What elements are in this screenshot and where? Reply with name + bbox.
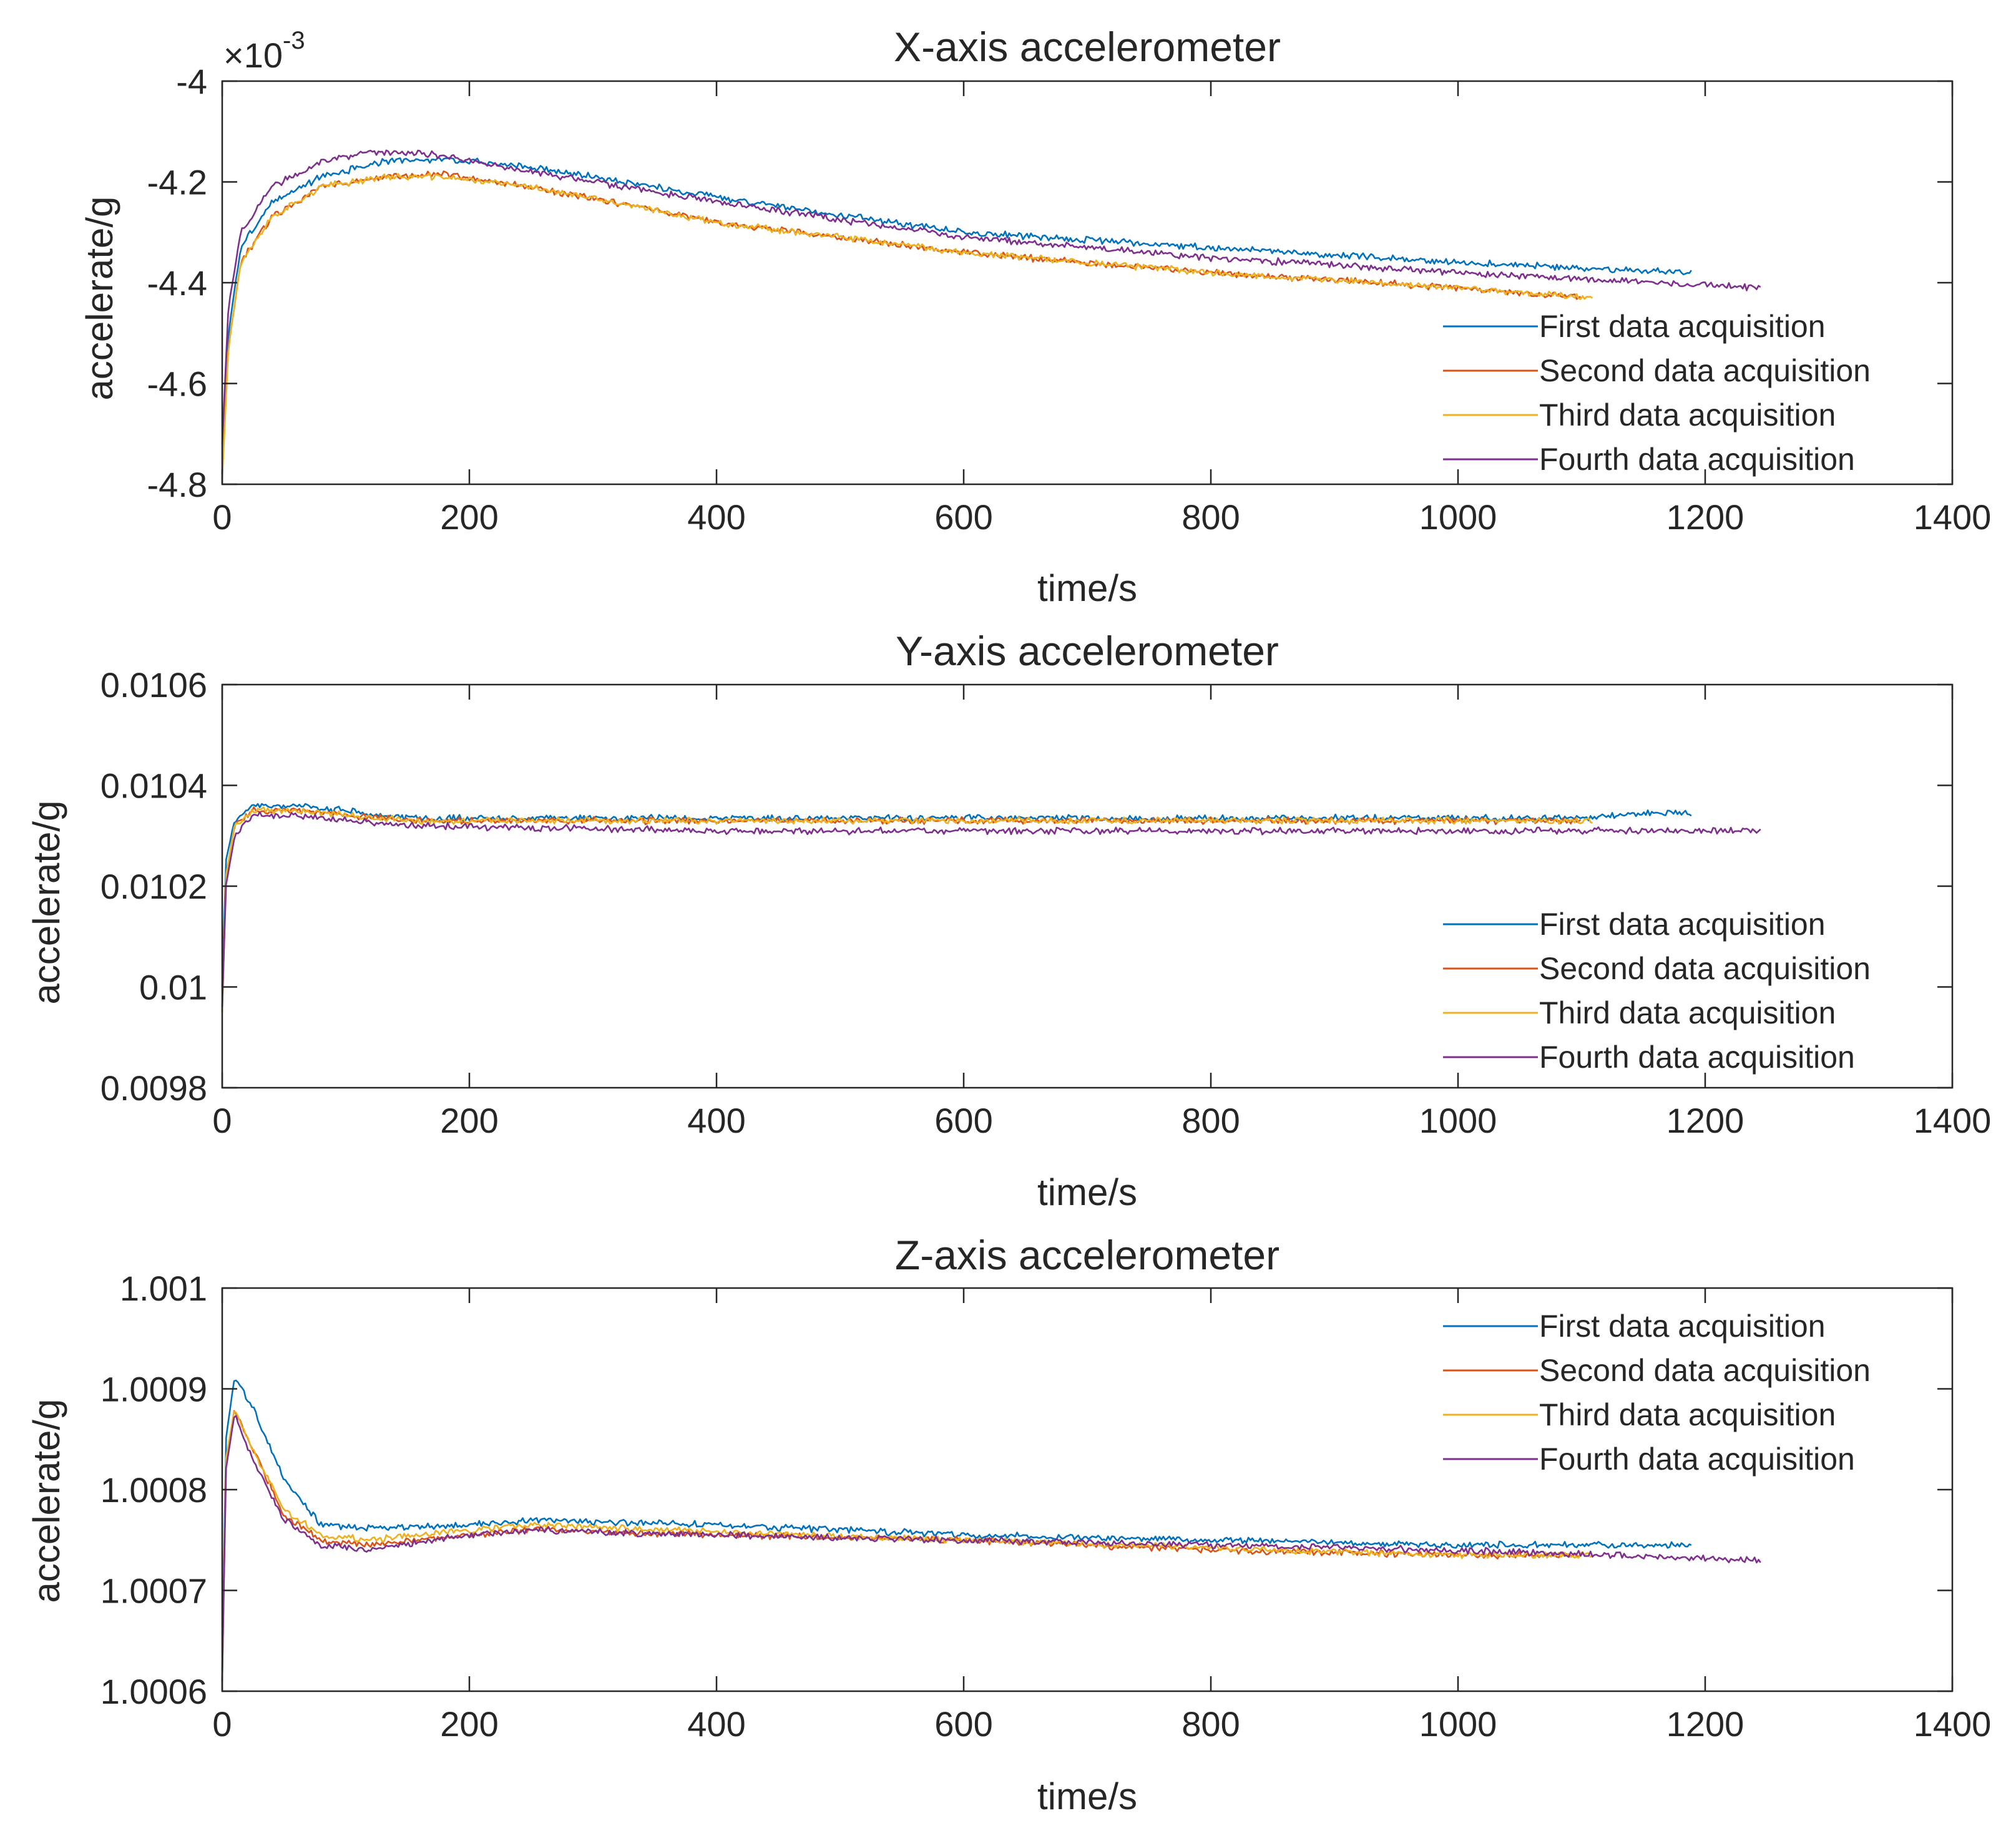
- legend-label-4: Fourth data acquisition: [1539, 1442, 1855, 1477]
- x-tick-label: 400: [687, 1101, 745, 1140]
- y-tick-label: 0.0102: [100, 867, 207, 906]
- x-tick-label: 1200: [1666, 1101, 1744, 1140]
- x-tick-label: 200: [440, 1101, 498, 1140]
- x-tick-label: 1400: [1914, 497, 1992, 537]
- x-axis-label: time/s: [1037, 1775, 1137, 1817]
- legend-label-1: First data acquisition: [1539, 907, 1826, 942]
- plot-area: [221, 1287, 1954, 1692]
- x-tick-label: 800: [1182, 1101, 1240, 1140]
- chart-title: X-axis accelerometer: [894, 24, 1281, 70]
- x-tick-label: 400: [687, 497, 745, 537]
- z-axis-accelerometer-panel: Z-axis accelerometer 0 200 400 600 800 1000 12…: [26, 1232, 1991, 1817]
- legend-label-3: Third data acquisition: [1539, 995, 1836, 1030]
- x-tick-label: 400: [687, 1704, 745, 1744]
- series-line-2: [221, 806, 1582, 1012]
- series-line-3: [221, 172, 1593, 479]
- x-tick-label: 1200: [1666, 497, 1744, 537]
- x-axis-accelerometer-panel: X-axis accelerometer ×10-3 0 200 400 600 800…: [79, 24, 1991, 609]
- x-tick-label: 1400: [1914, 1101, 1992, 1140]
- legend-label-3: Third data acquisition: [1539, 398, 1836, 432]
- chart-title: Z-axis accelerometer: [895, 1232, 1280, 1278]
- x-tick-label: 600: [934, 1101, 992, 1140]
- x-tick-label: 200: [440, 1704, 498, 1744]
- x-tick-label: 600: [934, 1704, 992, 1744]
- y-tick-label: 1.0007: [100, 1571, 207, 1611]
- legend-label-1: First data acquisition: [1539, 309, 1826, 344]
- x-tick-label: 1000: [1419, 1101, 1497, 1140]
- exponent-label: ×10-3: [223, 27, 305, 75]
- y-tick-label: 1.0008: [100, 1470, 207, 1510]
- x-tick-label: 1000: [1419, 497, 1497, 537]
- x-tick-label: 800: [1182, 1704, 1240, 1744]
- legend-label-1: First data acquisition: [1539, 1309, 1826, 1344]
- x-tick-label: 600: [934, 497, 992, 537]
- y-tick-label: 1.001: [120, 1269, 207, 1308]
- y-tick-label: -4.8: [147, 465, 208, 504]
- series-line-4: [221, 149, 1761, 444]
- y-axis-accelerometer-panel: Y-axis accelerometer 0 200 400 600 800 1000 12…: [26, 628, 1991, 1213]
- series-line-1: [221, 1379, 1692, 1671]
- x-tick-label: 1400: [1914, 1704, 1992, 1744]
- legend-label-2: Second data acquisition: [1539, 951, 1871, 986]
- y-axis-label: accelerate/g: [26, 801, 67, 1005]
- series-line-4: [221, 811, 1761, 1007]
- y-tick-label: 0.0098: [100, 1068, 207, 1108]
- y-tick-label: 0.01: [139, 968, 207, 1007]
- legend-label-2: Second data acquisition: [1539, 353, 1871, 388]
- x-tick-label: 0: [212, 1101, 232, 1140]
- x-tick-label: 0: [212, 1704, 232, 1744]
- series-line-3: [221, 1410, 1593, 1681]
- y-tick-label: 1.0006: [100, 1672, 207, 1711]
- series-line-1: [221, 157, 1692, 474]
- legend-label-4: Fourth data acquisition: [1539, 1040, 1855, 1075]
- y-tick-label: 0.0104: [100, 766, 207, 806]
- x-tick-label: 200: [440, 497, 498, 537]
- legend-label-3: Third data acquisition: [1539, 1397, 1836, 1432]
- series-line-2: [221, 1410, 1582, 1681]
- x-tick-label: 1000: [1419, 1704, 1497, 1744]
- legend-label-2: Second data acquisition: [1539, 1353, 1871, 1388]
- y-tick-label: -4: [176, 62, 207, 101]
- chart-title: Y-axis accelerometer: [896, 628, 1279, 674]
- x-axis-label: time/s: [1037, 567, 1137, 609]
- y-tick-label: -4.2: [147, 163, 208, 202]
- x-tick-label: 800: [1182, 497, 1240, 537]
- x-tick-label: 1200: [1666, 1704, 1744, 1744]
- y-tick-label: 0.0106: [100, 665, 207, 705]
- y-tick-label: 1.0009: [100, 1370, 207, 1409]
- y-tick-label: -4.4: [147, 263, 208, 303]
- series-line-4: [221, 1415, 1761, 1681]
- y-tick-label: -4.6: [147, 364, 208, 404]
- y-axis-label: accelerate/g: [26, 1399, 67, 1603]
- y-axis-label: accelerate/g: [79, 197, 120, 401]
- series-line-1: [221, 803, 1692, 987]
- x-tick-label: 0: [212, 497, 232, 537]
- x-axis-label: time/s: [1037, 1171, 1137, 1213]
- series-line-2: [221, 170, 1582, 474]
- series-line-3: [221, 806, 1593, 1012]
- legend-label-4: Fourth data acquisition: [1539, 442, 1855, 477]
